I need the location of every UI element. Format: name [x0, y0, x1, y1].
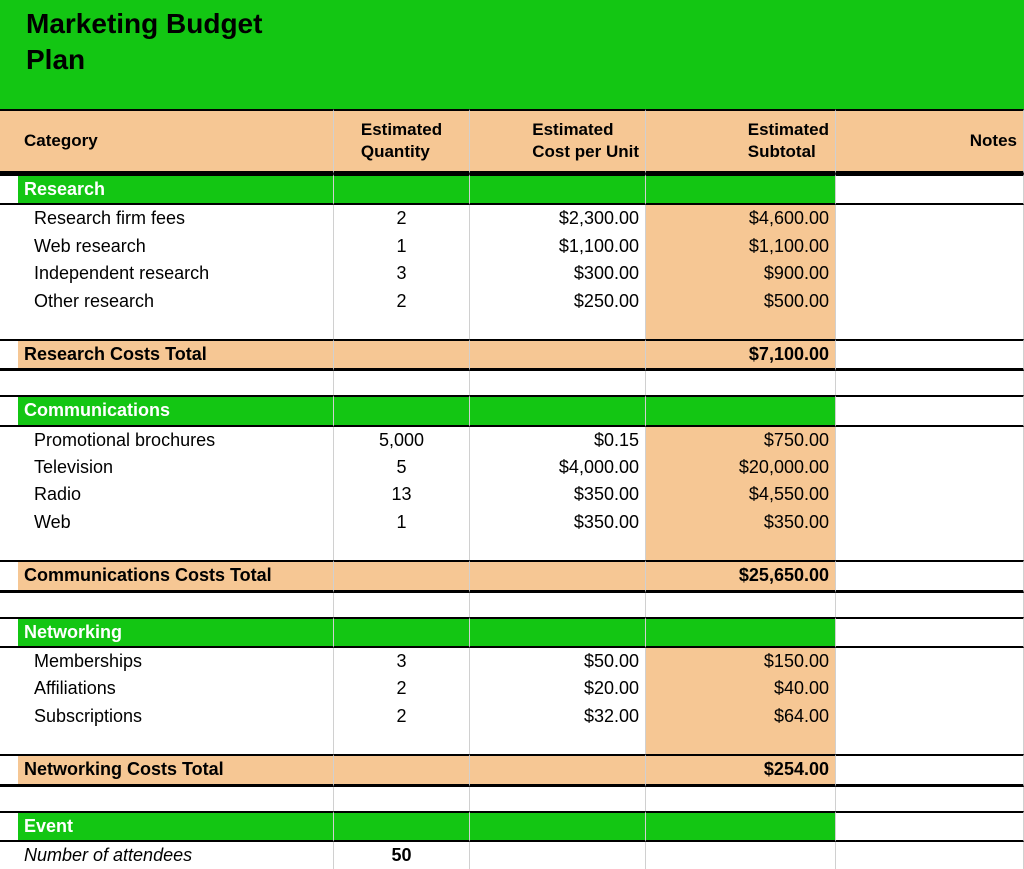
- row-notes: [836, 454, 1024, 481]
- page-title: Marketing Budget Plan: [18, 0, 334, 85]
- row-unit: $300.00: [470, 260, 646, 287]
- col-category: Category: [18, 109, 334, 174]
- row-qty: 3: [334, 648, 470, 675]
- row-notes: [836, 648, 1024, 675]
- row-subtotal: $20,000.00: [646, 454, 836, 481]
- row-subtotal: $350.00: [646, 509, 836, 536]
- row-unit: $4,000.00: [470, 454, 646, 481]
- row-qty: 2: [334, 675, 470, 702]
- row-unit: $0.15: [470, 427, 646, 454]
- section-total-label: Networking Costs Total: [18, 754, 334, 786]
- row-qty: 2: [334, 703, 470, 730]
- row-qty: 1: [334, 509, 470, 536]
- row-notes: [836, 509, 1024, 536]
- section-total-value: $7,100.00: [646, 339, 836, 371]
- row-unit: $350.00: [470, 481, 646, 508]
- row-notes: [836, 481, 1024, 508]
- row-subtotal: $40.00: [646, 675, 836, 702]
- row-notes: [836, 675, 1024, 702]
- row-label: Affiliations: [18, 675, 334, 702]
- event-attendees-value: 50: [334, 842, 470, 869]
- row-qty: 5: [334, 454, 470, 481]
- row-label: Radio: [18, 481, 334, 508]
- row-unit: $20.00: [470, 675, 646, 702]
- row-label: Research firm fees: [18, 205, 334, 232]
- row-label: Web research: [18, 233, 334, 260]
- section-communications: Communications: [18, 395, 334, 426]
- row-qty: 5,000: [334, 427, 470, 454]
- event-attendees-label: Number of attendees: [18, 842, 334, 869]
- row-label: Independent research: [18, 260, 334, 287]
- section-research: Research: [18, 174, 334, 205]
- row-unit: $1,100.00: [470, 233, 646, 260]
- row-notes: [836, 205, 1024, 232]
- row-subtotal: $64.00: [646, 703, 836, 730]
- row-unit: $2,300.00: [470, 205, 646, 232]
- row-unit: $350.00: [470, 509, 646, 536]
- row-unit: $250.00: [470, 288, 646, 315]
- col-cost: EstimatedCost per Unit: [470, 109, 646, 174]
- row-subtotal: $4,600.00: [646, 205, 836, 232]
- row-notes: [836, 260, 1024, 287]
- row-label: Subscriptions: [18, 703, 334, 730]
- row-label: Promotional brochures: [18, 427, 334, 454]
- row-subtotal: $150.00: [646, 648, 836, 675]
- row-notes: [836, 703, 1024, 730]
- row-qty: 1: [334, 233, 470, 260]
- budget-sheet: Marketing Budget Plan CategoryEstimatedQu…: [0, 0, 1024, 869]
- col-quantity: EstimatedQuantity: [334, 109, 470, 174]
- row-unit: $50.00: [470, 648, 646, 675]
- row-label: Memberships: [18, 648, 334, 675]
- col-subtotal: EstimatedSubtotal: [646, 109, 836, 174]
- row-qty: 3: [334, 260, 470, 287]
- row-unit: $32.00: [470, 703, 646, 730]
- section-total-value: $254.00: [646, 754, 836, 786]
- row-subtotal: $900.00: [646, 260, 836, 287]
- section-networking: Networking: [18, 617, 334, 648]
- row-qty: 2: [334, 288, 470, 315]
- row-subtotal: $1,100.00: [646, 233, 836, 260]
- gutter: [0, 0, 18, 85]
- row-subtotal: $4,550.00: [646, 481, 836, 508]
- row-qty: 13: [334, 481, 470, 508]
- row-notes: [836, 288, 1024, 315]
- section-total-label: Research Costs Total: [18, 339, 334, 371]
- row-subtotal: $750.00: [646, 427, 836, 454]
- col-notes: Notes: [836, 109, 1024, 174]
- row-notes: [836, 233, 1024, 260]
- row-subtotal: $500.00: [646, 288, 836, 315]
- section-total-value: $25,650.00: [646, 560, 836, 592]
- row-label: Other research: [18, 288, 334, 315]
- row-label: Web: [18, 509, 334, 536]
- row-qty: 2: [334, 205, 470, 232]
- section-event: Event: [18, 811, 334, 842]
- row-label: Television: [18, 454, 334, 481]
- section-total-label: Communications Costs Total: [18, 560, 334, 592]
- row-notes: [836, 427, 1024, 454]
